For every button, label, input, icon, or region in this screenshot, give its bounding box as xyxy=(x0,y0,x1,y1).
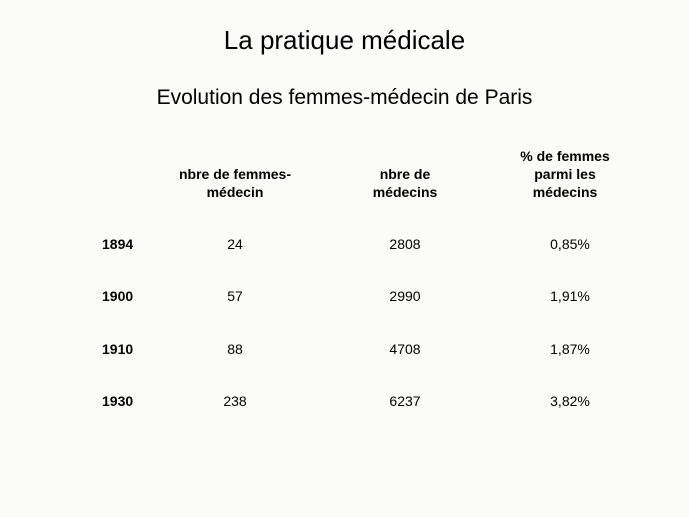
table-row: 1930 238 6237 3,82% xyxy=(0,391,689,411)
row-percent: 0,85% xyxy=(550,236,590,252)
row-women-doctors: 24 xyxy=(227,236,243,252)
table-row: 1910 88 4708 1,87% xyxy=(0,339,689,359)
row-doctors: 2990 xyxy=(389,288,421,304)
row-year: 1910 xyxy=(102,341,134,357)
table-row: 1900 57 2990 1,91% xyxy=(0,286,689,306)
table-row: 1894 24 2808 0,85% xyxy=(0,234,689,254)
row-doctors: 6237 xyxy=(389,393,421,409)
row-year: 1900 xyxy=(102,288,134,304)
row-women-doctors: 238 xyxy=(223,393,247,409)
row-year: 1930 xyxy=(102,393,134,409)
header-women-doctors: nbre de femmes- médecin xyxy=(178,166,292,200)
header-doctors: nbre de médecins xyxy=(372,166,438,200)
row-doctors: 2808 xyxy=(389,236,421,252)
row-doctors: 4708 xyxy=(389,341,421,357)
row-percent: 1,91% xyxy=(550,288,590,304)
row-percent: 1,87% xyxy=(550,341,590,357)
row-women-doctors: 57 xyxy=(227,288,243,304)
row-percent: 3,82% xyxy=(550,393,590,409)
slide-subtitle: Evolution des femmes-médecin de Paris xyxy=(156,86,533,109)
header-percent: % de femmes parmi les médecins xyxy=(520,148,610,200)
row-women-doctors: 88 xyxy=(227,341,243,357)
row-year: 1894 xyxy=(102,236,134,252)
slide-title: La pratique médicale xyxy=(223,25,466,55)
